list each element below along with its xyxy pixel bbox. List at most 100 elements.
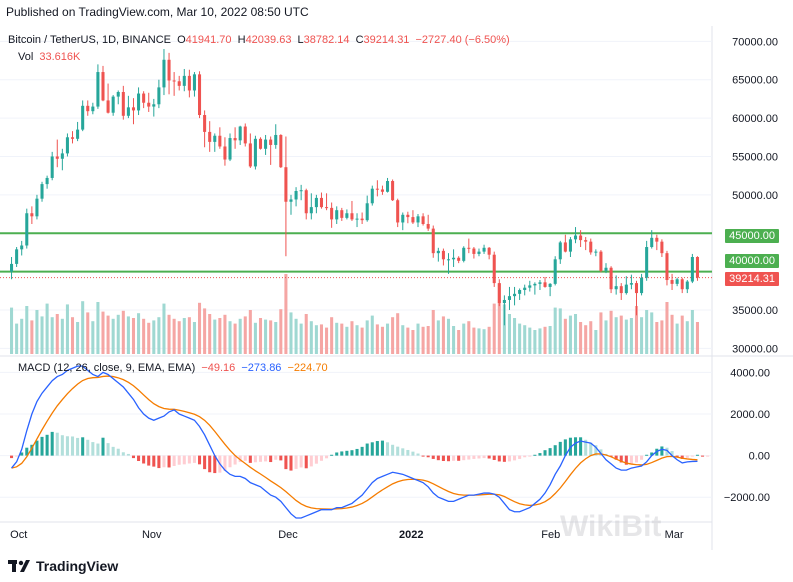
volume-bar <box>533 330 537 354</box>
candle-body <box>203 115 207 132</box>
candle-body <box>233 138 237 141</box>
macd-histogram-bar <box>391 444 395 456</box>
high-value: 42039.63 <box>245 34 292 46</box>
volume-bar <box>507 314 511 354</box>
candlesticks[interactable] <box>10 49 699 326</box>
candle-body <box>513 293 517 297</box>
macd-histogram-bar <box>50 431 54 456</box>
macd-histogram-bar <box>162 455 166 468</box>
macd-axis[interactable]: 4000.00 2000.00 0.00 −2000.00 <box>724 367 770 504</box>
volume-bar <box>563 318 567 354</box>
volume-bar <box>269 320 273 354</box>
volume-bar <box>660 320 664 354</box>
candle-body <box>238 126 242 141</box>
candle-body <box>528 285 532 288</box>
symbol-name: Bitcoin / TetherUS, 1D, BINANCE <box>8 34 172 46</box>
macd-hist-value: −49.16 <box>201 362 236 374</box>
macd-histogram-bar <box>284 455 288 470</box>
level-low-label: 40000.00 <box>725 254 779 268</box>
volume-bar <box>695 322 699 354</box>
macd-histogram-bar <box>325 455 329 459</box>
macd-histogram-bar <box>355 448 359 456</box>
macd-histogram-bar <box>192 455 196 463</box>
macd-histogram-bar <box>86 439 90 456</box>
volume-bar <box>264 319 268 354</box>
volume-bar <box>421 326 425 354</box>
macd-histogram-bar <box>406 449 410 456</box>
candle-body <box>137 93 141 111</box>
candle-body <box>665 253 669 281</box>
macd-histogram-bar <box>223 455 227 471</box>
volume-bar <box>568 315 572 354</box>
volume-bar <box>355 325 359 354</box>
candle-body <box>538 282 542 284</box>
volume-bar <box>131 318 136 354</box>
candle-body <box>675 279 679 284</box>
volume-bar <box>116 314 120 354</box>
volume-bar <box>289 312 293 354</box>
volume-bar <box>299 323 303 354</box>
horizontal-levels[interactable] <box>0 232 712 279</box>
volume-bar <box>137 313 141 354</box>
candle-body <box>142 93 146 103</box>
candle-body <box>116 92 120 97</box>
volume-bar <box>640 317 644 354</box>
time-axis[interactable]: Oct Nov Dec 2022 Feb Mar <box>10 529 684 541</box>
macd-histogram-bar <box>152 455 156 467</box>
volume-bar <box>106 315 110 354</box>
volume-bar <box>60 318 64 354</box>
candle-body <box>147 102 151 107</box>
macd-histogram-bar <box>492 455 496 460</box>
price-axis[interactable]: 70000.00 65000.00 60000.00 55000.00 50000.00… <box>732 36 778 355</box>
macd-histogram-bar <box>502 455 506 462</box>
macd-histogram-bar <box>548 448 552 456</box>
macd-histogram-bar <box>665 447 669 456</box>
macd-histogram-bar <box>294 455 298 469</box>
macd-histogram-bar <box>579 437 583 456</box>
macd-histogram-bar <box>701 455 705 457</box>
candle-body <box>599 251 603 271</box>
macd-line-value: −273.86 <box>241 362 282 374</box>
volume-bar <box>70 317 75 354</box>
candle-body <box>629 283 633 285</box>
candle-body <box>558 242 562 260</box>
volume-bar <box>243 316 247 354</box>
time-tick-label: Mar <box>665 529 684 541</box>
candle-body <box>457 257 461 261</box>
macd-histogram-bar <box>452 455 456 461</box>
macd-histogram-bar <box>198 455 202 465</box>
candle-body <box>10 263 14 272</box>
macd-histogram-bar <box>599 449 603 456</box>
macd-pane[interactable] <box>10 365 710 519</box>
macd-legend[interactable]: MACD (12, 26, close, 9, EMA, EMA) −49.16… <box>18 362 331 374</box>
volume-bar <box>345 326 349 354</box>
macd-histogram-bar <box>111 446 115 456</box>
candle-body <box>25 213 29 246</box>
change-value: −2727.40 (−6.50%) <box>415 34 510 46</box>
macd-histogram-bar <box>396 446 400 456</box>
macd-histogram-bar <box>10 455 14 459</box>
chart-canvas[interactable]: 70000.00 65000.00 60000.00 55000.00 50000.00… <box>0 26 793 550</box>
candle-body <box>187 75 191 91</box>
volume-bar <box>391 317 395 354</box>
volume-bar <box>81 301 85 354</box>
volume-bar <box>619 315 623 354</box>
macd-histogram-bar <box>15 455 19 457</box>
symbol-legend[interactable]: Bitcoin / TetherUS, 1D, BINANCE O41941.7… <box>8 34 513 46</box>
candle-body <box>213 135 217 142</box>
volume-bar <box>101 311 105 354</box>
macd-signal-value: −224.70 <box>287 362 328 374</box>
volume-bar <box>35 310 39 354</box>
volume-legend[interactable]: Vol 33.616K <box>18 51 83 63</box>
candle-body <box>228 138 232 160</box>
candle-body <box>335 210 339 220</box>
macd-histogram-bar <box>594 445 598 456</box>
volume-bar <box>233 323 237 354</box>
volume-bar <box>584 325 588 354</box>
volume-bar <box>223 314 227 354</box>
volume-bar <box>487 326 491 354</box>
volume-bar <box>411 330 415 354</box>
volume-bar <box>314 325 318 354</box>
macd-tick-label: 0.00 <box>749 451 770 463</box>
macd-histogram-bar <box>386 442 390 456</box>
